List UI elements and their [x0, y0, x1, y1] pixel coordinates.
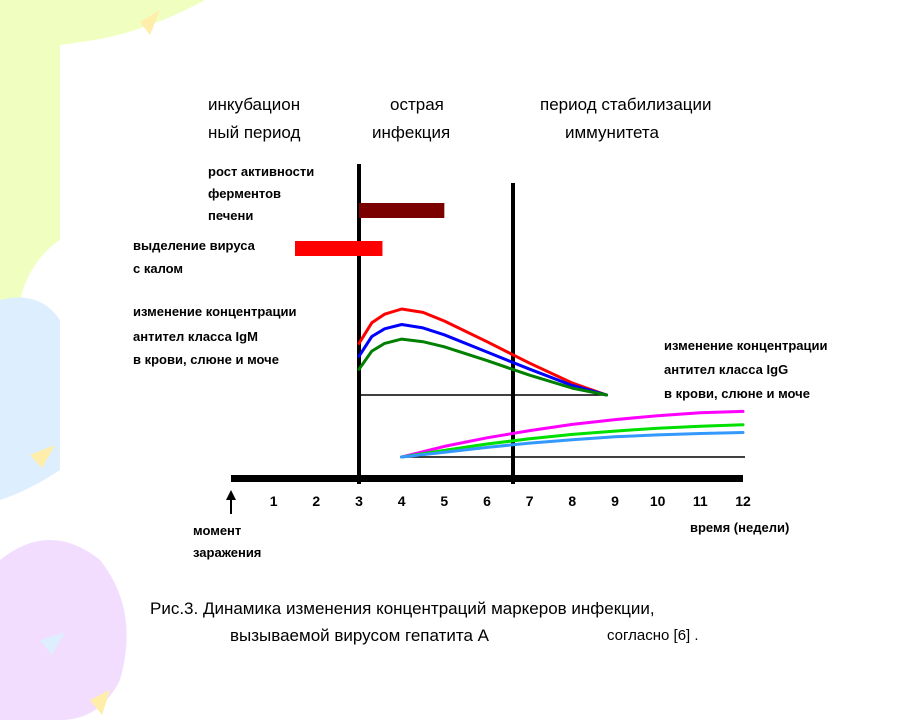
caption-line1: Рис.3. Динамика изменения концентраций м… [150, 599, 655, 618]
x-tick-label: 6 [483, 493, 491, 509]
x-axis-label: время (недели) [690, 520, 789, 535]
igg-series-line-2 [400, 423, 745, 459]
period-divider-acute-start [357, 164, 361, 484]
x-tick-label: 3 [355, 493, 363, 509]
liver-enzymes-label: рост активности ферментов печени [208, 164, 314, 223]
period-header-stabilization: период стабилизации иммунитета [540, 95, 712, 142]
igm-label-line1: изменение концентрации [133, 304, 296, 319]
liver-label-line2: ферментов [208, 186, 281, 201]
igg-label-line2: антител класса IgG [664, 362, 788, 377]
period-header-acute: острая инфекция [372, 95, 450, 142]
x-tick-label: 5 [440, 493, 448, 509]
virus-label-line1: выделение вируса [133, 238, 256, 253]
igm-series-line-2 [357, 323, 608, 397]
period-acute-line1: острая [390, 95, 444, 114]
decor-blob-green [0, 0, 205, 310]
x-tick-label: 7 [526, 493, 534, 509]
igg-label-line3: в крови, слюне и моче [664, 386, 810, 401]
igg-series-line-1 [400, 409, 745, 459]
period-stabilization-line2: иммунитета [565, 123, 660, 142]
decor-triangle [30, 445, 55, 468]
decor-blob-purple [0, 540, 127, 720]
caption-reference: согласно [6] . [607, 627, 699, 644]
x-tick-label: 9 [611, 493, 619, 509]
x-tick-label: 2 [312, 493, 320, 509]
marker-bars [295, 203, 445, 256]
x-tick-label: 12 [735, 493, 751, 509]
liver-label-line3: печени [208, 208, 253, 223]
igg-label-line1: изменение концентрации [664, 338, 827, 353]
period-incubation-line2: ный период [208, 123, 301, 142]
igm-series-line-1 [357, 307, 608, 397]
virus-label-line2: с калом [133, 261, 183, 276]
liver-label-line1: рост активности [208, 164, 314, 179]
igg-label: изменение концентрации антител класса Ig… [664, 338, 827, 401]
period-divider-stabilization-start [511, 183, 515, 484]
virus-shedding-label: выделение вируса с калом [133, 238, 256, 276]
decor-triangle [40, 632, 65, 655]
origin-label: момент заражения [193, 523, 261, 560]
period-incubation-line1: инкубацион [208, 95, 300, 114]
period-acute-line2: инфекция [372, 123, 450, 142]
x-tick-labels: 1 2 3 4 5 6 7 8 9 10 11 12 [270, 493, 751, 509]
igm-label: изменение концентрации антител класса Ig… [133, 304, 296, 367]
igm-label-line2: антител класса IgM [133, 329, 258, 344]
origin-label-line1: момент [193, 523, 241, 538]
x-tick-label: 10 [650, 493, 666, 509]
origin-label-line2: заражения [193, 545, 261, 560]
x-tick-label: 8 [568, 493, 576, 509]
igm-series-line-3 [357, 337, 608, 397]
period-header-incubation: инкубацион ный период [208, 95, 301, 142]
virus-shedding-bar [295, 241, 383, 256]
decor-triangle [140, 10, 160, 35]
x-tick-label: 11 [693, 493, 708, 509]
caption-line2: вызываемой вирусом гепатита А [230, 626, 490, 645]
igg-series-line-3 [400, 431, 745, 459]
decor-triangle [90, 690, 110, 715]
time-axis [231, 475, 743, 482]
liver-enzymes-bar [359, 203, 445, 218]
x-tick-label: 1 [270, 493, 278, 509]
x-tick-label: 4 [398, 493, 406, 509]
antibody-curves [357, 307, 745, 459]
igm-label-line3: в крови, слюне и моче [133, 352, 279, 367]
period-stabilization-line1: период стабилизации [540, 95, 712, 114]
origin-arrow-head [226, 490, 236, 500]
